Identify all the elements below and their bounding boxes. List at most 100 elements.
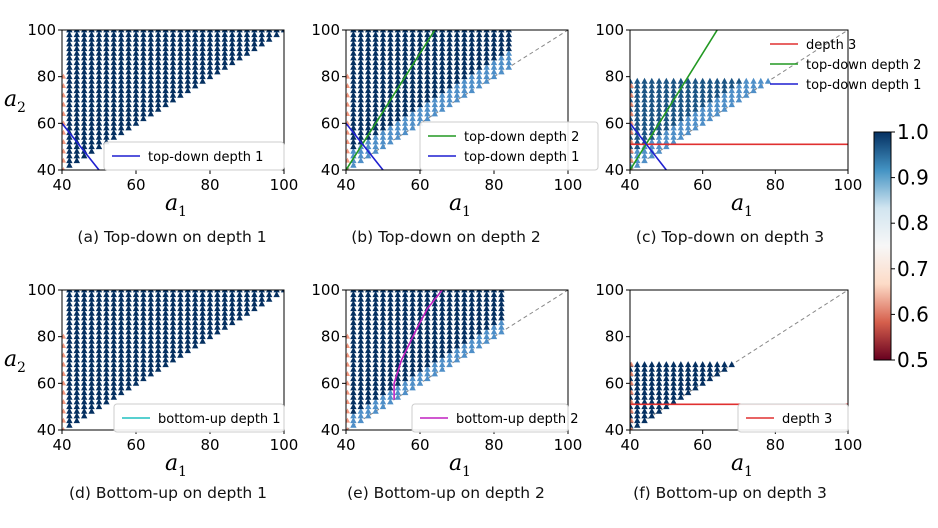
data-point bbox=[670, 365, 677, 372]
data-point bbox=[634, 398, 641, 405]
data-point bbox=[365, 77, 372, 84]
data-point bbox=[648, 77, 655, 84]
data-point bbox=[677, 91, 685, 98]
data-point bbox=[169, 342, 177, 349]
data-point bbox=[155, 342, 162, 349]
data-point bbox=[88, 305, 95, 312]
data-point bbox=[424, 110, 431, 117]
edge-data-point bbox=[346, 380, 350, 386]
data-point bbox=[140, 105, 147, 112]
data-point bbox=[66, 389, 73, 396]
data-point bbox=[81, 82, 88, 89]
data-point bbox=[402, 87, 409, 94]
data-point bbox=[357, 31, 364, 38]
data-point bbox=[132, 54, 140, 61]
data-point bbox=[461, 73, 468, 80]
data-point bbox=[125, 63, 132, 70]
data-point bbox=[118, 323, 125, 330]
data-point bbox=[431, 347, 438, 354]
data-point bbox=[192, 290, 199, 293]
data-point bbox=[416, 87, 424, 94]
data-point bbox=[379, 379, 387, 386]
data-point bbox=[81, 133, 88, 140]
data-point bbox=[372, 328, 379, 335]
data-point bbox=[490, 290, 498, 293]
data-point bbox=[162, 333, 169, 340]
data-point bbox=[402, 356, 409, 363]
data-point bbox=[221, 295, 228, 302]
data-point bbox=[155, 328, 162, 335]
edge-data-point bbox=[630, 157, 634, 163]
data-point bbox=[416, 361, 424, 368]
data-point bbox=[147, 342, 154, 349]
data-point bbox=[103, 124, 110, 131]
data-point bbox=[110, 393, 117, 400]
data-point bbox=[670, 398, 677, 405]
data-point bbox=[714, 82, 721, 89]
data-point bbox=[155, 361, 162, 368]
svg-text:1: 1 bbox=[462, 464, 471, 480]
data-point bbox=[677, 370, 685, 377]
y-tick-label: 60 bbox=[321, 374, 340, 392]
data-point bbox=[670, 138, 677, 145]
data-point bbox=[118, 73, 125, 80]
data-point bbox=[634, 87, 641, 94]
data-point bbox=[394, 35, 401, 42]
data-point bbox=[125, 361, 132, 368]
data-point bbox=[350, 45, 357, 52]
data-point bbox=[416, 375, 424, 382]
data-point bbox=[88, 375, 95, 382]
data-point bbox=[192, 49, 199, 56]
data-point bbox=[81, 356, 88, 363]
y-tick-label: 40 bbox=[321, 421, 340, 439]
data-point bbox=[670, 133, 677, 140]
data-point bbox=[192, 73, 199, 80]
data-point bbox=[453, 300, 461, 307]
data-point bbox=[88, 77, 95, 84]
data-point bbox=[468, 328, 475, 335]
data-point bbox=[73, 356, 80, 363]
data-point bbox=[721, 82, 728, 89]
data-point bbox=[498, 295, 505, 302]
data-point bbox=[192, 323, 199, 330]
x-tick-label: 100 bbox=[554, 436, 583, 454]
data-point bbox=[634, 110, 641, 117]
data-point bbox=[103, 133, 110, 140]
data-point bbox=[184, 45, 191, 52]
data-point bbox=[95, 91, 103, 98]
data-point bbox=[365, 68, 372, 75]
data-point bbox=[88, 291, 95, 298]
x-tick-label: 40 bbox=[336, 176, 355, 194]
data-point bbox=[110, 370, 117, 377]
data-point bbox=[95, 119, 103, 126]
data-point bbox=[692, 96, 699, 103]
data-point bbox=[95, 110, 103, 117]
data-point bbox=[461, 40, 468, 47]
data-point bbox=[424, 63, 431, 70]
data-point bbox=[446, 82, 453, 89]
data-point bbox=[483, 63, 490, 70]
data-point bbox=[103, 30, 110, 33]
data-point bbox=[468, 347, 475, 354]
data-point bbox=[468, 333, 475, 340]
data-point bbox=[155, 91, 162, 98]
data-point bbox=[721, 77, 728, 84]
data-point bbox=[409, 68, 416, 75]
data-point bbox=[372, 129, 379, 136]
data-point bbox=[125, 59, 132, 66]
data-point bbox=[387, 129, 394, 136]
x-tick-label: 40 bbox=[620, 436, 639, 454]
data-point bbox=[169, 40, 177, 47]
data-point bbox=[357, 305, 364, 312]
data-point bbox=[402, 333, 409, 340]
edge-data-point bbox=[62, 139, 66, 144]
data-point bbox=[258, 290, 265, 293]
data-point bbox=[439, 361, 446, 368]
data-point bbox=[199, 45, 206, 52]
data-point bbox=[221, 54, 228, 61]
data-point bbox=[147, 87, 154, 94]
data-point bbox=[81, 384, 88, 391]
data-point bbox=[402, 115, 409, 122]
data-point bbox=[350, 337, 357, 344]
